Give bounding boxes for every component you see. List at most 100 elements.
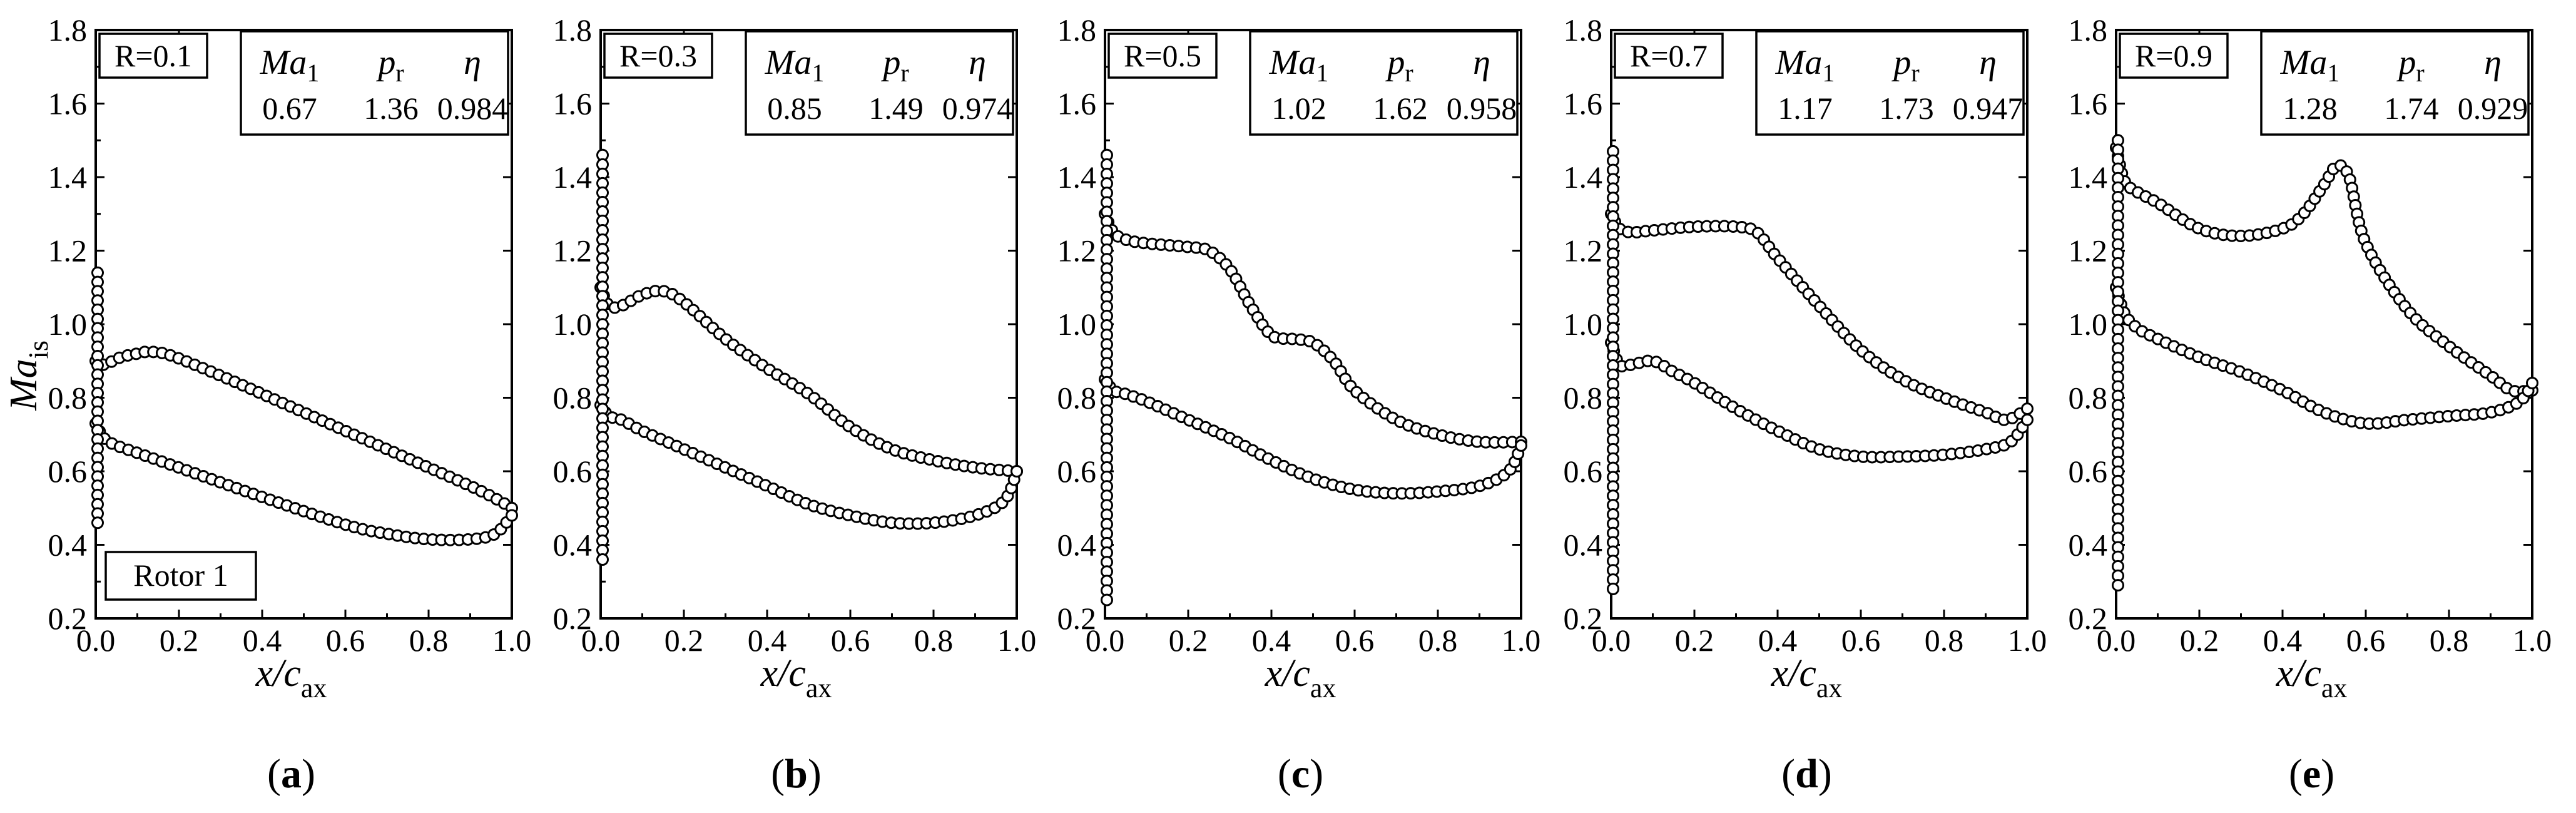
- y-tick-label: 0.8: [1057, 381, 1097, 416]
- x-tick-label: 0.8: [2430, 623, 2469, 658]
- data-point: [2526, 377, 2538, 389]
- x-tick-label: 0.8: [1418, 623, 1458, 658]
- y-tick-label: 0.6: [553, 454, 593, 489]
- legend-box: [240, 30, 509, 136]
- panel-label: (a): [267, 751, 315, 797]
- x-tick-label: 0.4: [1252, 623, 1291, 658]
- y-tick-label: 1.6: [1057, 86, 1097, 121]
- x-axis-label-sub: ax: [806, 673, 832, 703]
- series-line-upper: [94, 350, 513, 509]
- radius-tag-box: [98, 33, 208, 79]
- rotor-annotation: Rotor 1: [104, 551, 257, 601]
- panel-label-letter: c: [1291, 751, 1310, 797]
- y-axis-label-sub: is: [23, 340, 54, 359]
- series-line-upper: [1610, 213, 2029, 421]
- legend-value: 1.28: [2283, 91, 2338, 126]
- rotor-annotation-text: Rotor 1: [133, 558, 228, 593]
- panel-label-letter: e: [2303, 751, 2321, 797]
- y-tick-label: 1.4: [553, 160, 593, 195]
- y-tick-label: 0.4: [48, 528, 88, 563]
- y-tick-label: 1.2: [1057, 233, 1097, 268]
- legend-header-sub: 1: [307, 59, 319, 87]
- chart-panel-e: 0.20.40.60.81.01.21.41.61.80.0 0.2 0.4 0.6 0…: [2069, 13, 2552, 797]
- y-tick-label: 1.0: [553, 307, 593, 342]
- legend-value: 1.17: [1778, 91, 1833, 126]
- y-tick-label: 1.4: [2069, 160, 2108, 195]
- legend: Ma1 pr η1.17 1.73 0.947: [1755, 30, 2025, 136]
- panel-label: (c): [1278, 751, 1323, 797]
- x-tick-label: 0.8: [409, 623, 449, 658]
- legend-header-sub: 1: [1316, 59, 1328, 87]
- legend-header: η: [464, 43, 481, 82]
- data-point: [1515, 439, 1527, 452]
- radius-tag: R=0.7: [1614, 33, 1724, 79]
- chart-panel-c: 0.20.40.60.81.01.21.41.61.80.0 0.2 0.4 0.6 0…: [1057, 13, 1541, 797]
- x-tick-label: 0.2: [1169, 623, 1208, 658]
- y-tick-label: 0.4: [2069, 528, 2108, 563]
- y-tick-label: 0.4: [1057, 528, 1097, 563]
- y-tick-label: 0.8: [2069, 381, 2108, 416]
- radius-tag-box: [2119, 33, 2229, 79]
- panel-label-paren: (: [2289, 751, 2303, 797]
- chart-panel-b: 0.20.40.60.81.01.21.41.61.80.0 0.2 0.4 0.6 0…: [553, 13, 1037, 797]
- panel-label-letter: b: [785, 751, 808, 797]
- legend-header-sub: 1: [812, 59, 824, 87]
- x-tick-label: 0.6: [326, 623, 365, 658]
- y-tick-label: 1.8: [48, 13, 88, 48]
- x-tick-label: 1.0: [1502, 623, 1541, 658]
- x-axis-label: x/cax: [2276, 652, 2348, 703]
- legend-value: 0.974: [942, 91, 1013, 126]
- y-tick-label: 0.2: [553, 601, 593, 636]
- radius-tag: R=0.3: [603, 33, 713, 79]
- panel-label: (d): [1781, 751, 1832, 797]
- radius-tag: R=0.1: [98, 33, 208, 79]
- legend-value: 0.929: [2458, 91, 2528, 126]
- data-point: [2021, 413, 2034, 426]
- legend-box: [2260, 30, 2530, 136]
- radius-tag-text: R=0.9: [2135, 38, 2212, 73]
- data-point: [91, 516, 104, 529]
- x-tick-label: 0.4: [1758, 623, 1798, 658]
- data-point: [1011, 465, 1023, 478]
- y-tick-label: 0.8: [48, 381, 88, 416]
- legend: Ma1 pr η0.85 1.49 0.974: [745, 30, 1014, 136]
- legend-value: 0.85: [767, 91, 822, 126]
- y-tick-label: 1.0: [48, 307, 88, 342]
- x-tick-label: 0.8: [1925, 623, 1964, 658]
- legend-header: η: [2484, 43, 2502, 82]
- x-tick-label: 0.0: [76, 623, 116, 658]
- radius-tag-text: R=0.5: [1124, 38, 1201, 73]
- y-tick-label: 1.6: [1564, 86, 1603, 121]
- y-tick-label: 1.2: [1564, 233, 1603, 268]
- chart-panel-a: 0.20.40.60.81.01.21.41.61.80.0 0.2 0.4 0.6 0…: [3, 13, 531, 797]
- x-axis-label-sub: ax: [301, 673, 327, 703]
- x-tick-label: 0.2: [2180, 623, 2219, 658]
- x-axis-label: x/cax: [1265, 652, 1336, 703]
- legend-value: 1.74: [2384, 91, 2439, 126]
- x-axis-label: x/cax: [1771, 652, 1843, 703]
- data-point: [596, 553, 609, 566]
- legend-value: 1.49: [868, 91, 924, 126]
- x-tick-label: 0.0: [581, 623, 621, 658]
- y-tick-label: 1.4: [1057, 160, 1097, 195]
- panel-label-paren: (: [267, 751, 281, 797]
- y-tick-label: 0.6: [48, 454, 88, 489]
- y-tick-label: 0.8: [1564, 381, 1603, 416]
- x-axis-label-sub: ax: [1816, 673, 1843, 703]
- y-tick-label: 1.8: [2069, 13, 2108, 48]
- data-point: [1101, 593, 1113, 606]
- radius-tag: R=0.5: [1107, 33, 1218, 79]
- y-tick-label: 1.8: [1057, 13, 1097, 48]
- data-point: [2112, 579, 2124, 592]
- y-tick-label: 1.8: [553, 13, 593, 48]
- x-tick-label: 1.0: [2513, 623, 2552, 658]
- data-point: [506, 509, 518, 522]
- radius-tag-text: R=0.3: [619, 38, 697, 73]
- y-tick-label: 1.2: [48, 233, 88, 268]
- legend-header-sub: r: [395, 59, 404, 87]
- x-tick-label: 0.8: [914, 623, 954, 658]
- legend-header: η: [1473, 43, 1490, 82]
- panel-label-paren: (: [771, 751, 785, 797]
- legend-value: 1.62: [1373, 91, 1428, 126]
